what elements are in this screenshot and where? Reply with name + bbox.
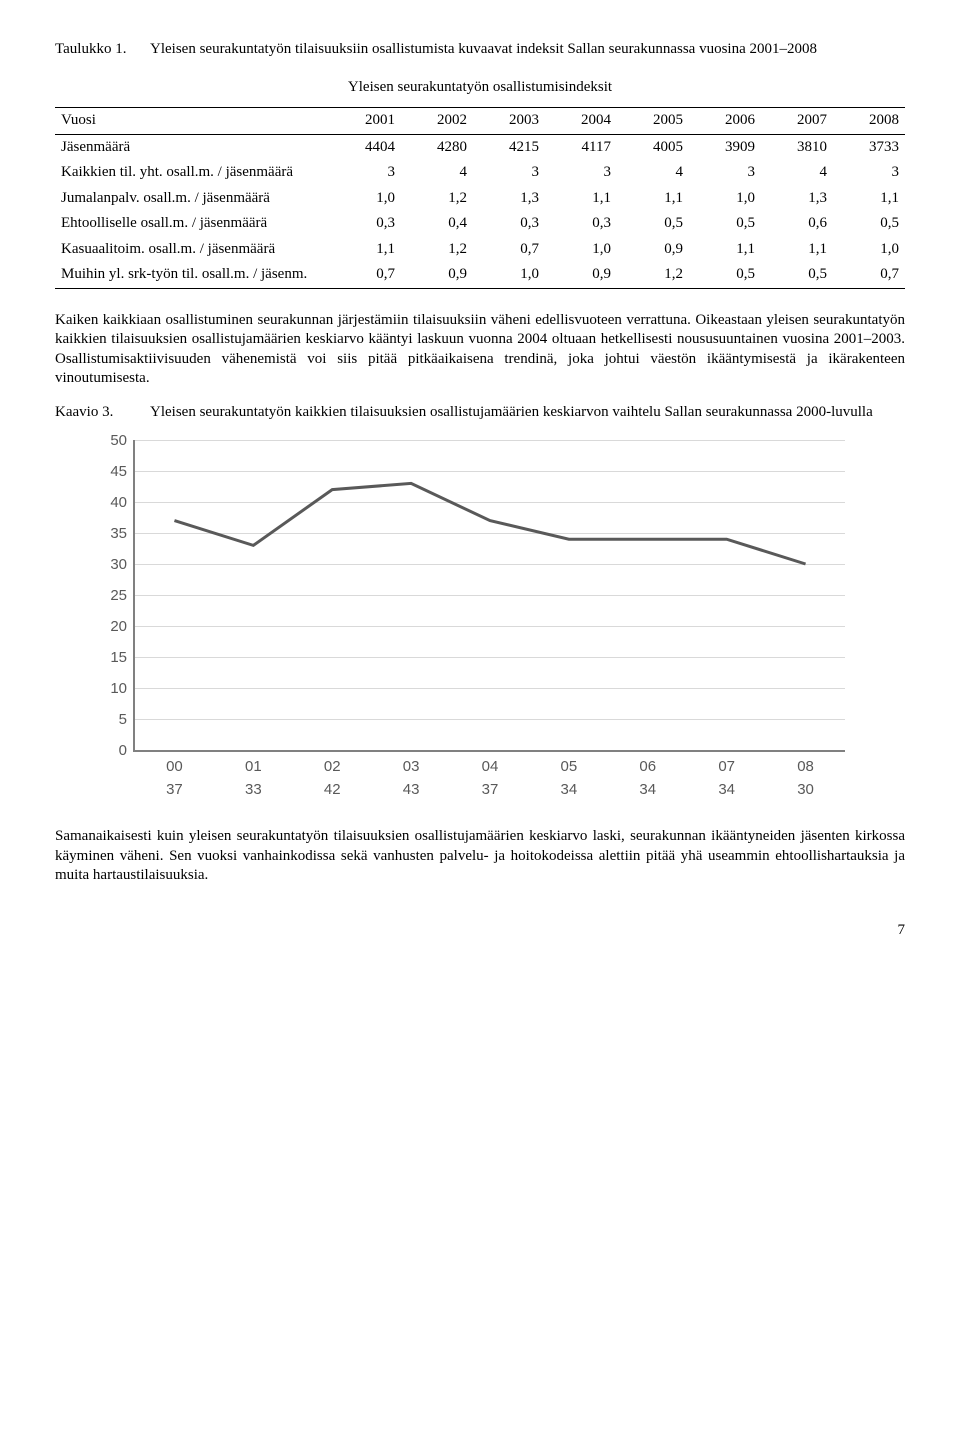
table1-row-label: Kaikkien til. yht. osall.m. / jäsenmäärä bbox=[55, 160, 329, 186]
chart3-ytick: 15 bbox=[110, 647, 135, 667]
table1-year: 2007 bbox=[761, 108, 833, 135]
table1-cell: 1,3 bbox=[473, 186, 545, 212]
table1-cell: 3 bbox=[545, 160, 617, 186]
chart3-ytick: 30 bbox=[110, 554, 135, 574]
table1-cell: 1,0 bbox=[833, 237, 905, 263]
table1-cell: 1,1 bbox=[689, 237, 761, 263]
table1-cell: 1,1 bbox=[617, 186, 689, 212]
chart3-line bbox=[174, 483, 805, 564]
table1-cell: 4215 bbox=[473, 134, 545, 160]
table1-header-label: Vuosi bbox=[55, 108, 329, 135]
table1-cell: 0,3 bbox=[473, 211, 545, 237]
table1-cell: 0,5 bbox=[761, 262, 833, 288]
table1-cell: 4404 bbox=[329, 134, 401, 160]
chart3-ytick: 5 bbox=[119, 709, 135, 729]
chart3-ytick: 20 bbox=[110, 616, 135, 636]
table1-cell: 4 bbox=[761, 160, 833, 186]
table1-cell: 0,3 bbox=[329, 211, 401, 237]
chart3-xtick: 00 37 bbox=[166, 750, 183, 801]
table1-year: 2002 bbox=[401, 108, 473, 135]
table1-year: 2005 bbox=[617, 108, 689, 135]
table1-row-label: Muihin yl. srk-työn til. osall.m. / jäse… bbox=[55, 262, 329, 288]
paragraph-1: Kaiken kaikkiaan osallistuminen seurakun… bbox=[55, 311, 905, 389]
chart3-xtick: 07 34 bbox=[718, 750, 735, 801]
table1-cell: 0,9 bbox=[545, 262, 617, 288]
table1-cell: 0,7 bbox=[473, 237, 545, 263]
table1-cell: 1,3 bbox=[761, 186, 833, 212]
table1-cell: 0,9 bbox=[617, 237, 689, 263]
table1-year: 2003 bbox=[473, 108, 545, 135]
table1-caption-text: Yleisen seurakuntatyön tilaisuuksiin osa… bbox=[150, 40, 905, 60]
table1-heading: Yleisen seurakuntatyön osallistumisindek… bbox=[55, 78, 905, 98]
table1-cell: 1,1 bbox=[329, 237, 401, 263]
table1-cell: 0,7 bbox=[329, 262, 401, 288]
table1-cell: 3909 bbox=[689, 134, 761, 160]
table1-cell: 3733 bbox=[833, 134, 905, 160]
table1-row-label: Jumalanpalv. osall.m. / jäsenmäärä bbox=[55, 186, 329, 212]
table1-cell: 0,7 bbox=[833, 262, 905, 288]
table1-cell: 3 bbox=[473, 160, 545, 186]
table1-cell: 3810 bbox=[761, 134, 833, 160]
table1-cell: 1,2 bbox=[401, 186, 473, 212]
chart3-xtick: 08 30 bbox=[797, 750, 814, 801]
chart3-xtick: 05 34 bbox=[561, 750, 578, 801]
table1-cell: 3 bbox=[689, 160, 761, 186]
table1: Vuosi20012002200320042005200620072008 Jäs… bbox=[55, 107, 905, 289]
table1-cell: 1,1 bbox=[833, 186, 905, 212]
chart3-xtick: 01 33 bbox=[245, 750, 262, 801]
table1-label: Taulukko 1. bbox=[55, 40, 150, 60]
chart3-label: Kaavio 3. bbox=[55, 403, 150, 423]
table1-cell: 1,0 bbox=[329, 186, 401, 212]
table1-cell: 4280 bbox=[401, 134, 473, 160]
chart3-caption: Kaavio 3. Yleisen seurakuntatyön kaikkie… bbox=[55, 403, 905, 423]
chart3-ytick: 40 bbox=[110, 492, 135, 512]
table1-cell: 0,5 bbox=[833, 211, 905, 237]
chart3: 0510152025303540455000 3701 3302 4203 43… bbox=[55, 440, 905, 805]
table1-cell: 3 bbox=[329, 160, 401, 186]
table1-year: 2008 bbox=[833, 108, 905, 135]
page-number: 7 bbox=[55, 921, 905, 941]
table1-year: 2001 bbox=[329, 108, 401, 135]
table1-year: 2006 bbox=[689, 108, 761, 135]
table1-cell: 1,2 bbox=[401, 237, 473, 263]
table1-cell: 1,1 bbox=[545, 186, 617, 212]
chart3-xtick: 02 42 bbox=[324, 750, 341, 801]
table1-row-label: Jäsenmäärä bbox=[55, 134, 329, 160]
chart3-xtick: 06 34 bbox=[639, 750, 656, 801]
table1-cell: 4005 bbox=[617, 134, 689, 160]
table1-cell: 0,5 bbox=[617, 211, 689, 237]
chart3-caption-text: Yleisen seurakuntatyön kaikkien tilaisuu… bbox=[150, 403, 905, 423]
paragraph-2: Samanaikaisesti kuin yleisen seurakuntat… bbox=[55, 827, 905, 886]
table1-year: 2004 bbox=[545, 108, 617, 135]
chart3-xtick: 04 37 bbox=[482, 750, 499, 801]
chart3-ytick: 0 bbox=[119, 740, 135, 760]
chart3-xtick: 03 43 bbox=[403, 750, 420, 801]
table1-cell: 1,1 bbox=[761, 237, 833, 263]
table1-cell: 3 bbox=[833, 160, 905, 186]
table1-cell: 4 bbox=[617, 160, 689, 186]
table1-cell: 0,3 bbox=[545, 211, 617, 237]
table1-cell: 0,9 bbox=[401, 262, 473, 288]
table1-cell: 1,0 bbox=[545, 237, 617, 263]
table1-cell: 0,4 bbox=[401, 211, 473, 237]
table1-cell: 4117 bbox=[545, 134, 617, 160]
table1-cell: 0,5 bbox=[689, 211, 761, 237]
table1-cell: 4 bbox=[401, 160, 473, 186]
table1-cell: 0,5 bbox=[689, 262, 761, 288]
table1-row-label: Kasuaalitoim. osall.m. / jäsenmäärä bbox=[55, 237, 329, 263]
table1-caption: Taulukko 1. Yleisen seurakuntatyön tilai… bbox=[55, 40, 905, 60]
table1-cell: 1,0 bbox=[473, 262, 545, 288]
table1-cell: 1,2 bbox=[617, 262, 689, 288]
chart3-ytick: 25 bbox=[110, 585, 135, 605]
chart3-ytick: 50 bbox=[110, 430, 135, 450]
table1-cell: 1,0 bbox=[689, 186, 761, 212]
chart3-ytick: 10 bbox=[110, 678, 135, 698]
table1-cell: 0,6 bbox=[761, 211, 833, 237]
chart3-ytick: 35 bbox=[110, 523, 135, 543]
table1-row-label: Ehtoolliselle osall.m. / jäsenmäärä bbox=[55, 211, 329, 237]
chart3-ytick: 45 bbox=[110, 461, 135, 481]
